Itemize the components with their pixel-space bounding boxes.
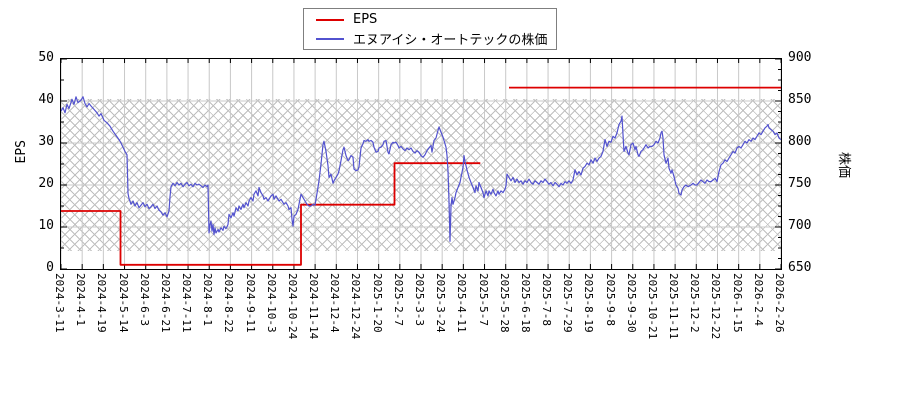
- x-tick-label: 2025-8-19: [582, 273, 596, 333]
- x-tick-label: 2025-4-11: [455, 273, 469, 333]
- x-tick-label: 2024-4-19: [95, 273, 109, 333]
- y-axis-label-left: 50: [38, 50, 54, 65]
- axis-title-right: 株価: [836, 152, 851, 179]
- legend-label: エヌアイシ・オートテックの株価: [353, 33, 548, 48]
- x-tick-label: 2025-12-2: [688, 273, 702, 333]
- x-tick-label: 2025-7-29: [561, 273, 575, 333]
- x-tick-label: 2024-12-24: [349, 273, 363, 340]
- x-tick-label: 2024-10-24: [285, 273, 299, 340]
- legend-item: エヌアイシ・オートテックの株価: [304, 29, 556, 48]
- legend-label: EPS: [353, 12, 378, 27]
- series-stock-price: [61, 96, 781, 242]
- chart-svg: [61, 59, 781, 269]
- x-tick-label: 2024-7-11: [180, 273, 194, 333]
- y-axis-label-left: 30: [38, 134, 54, 149]
- x-tick-label: 2025-7-8: [540, 273, 554, 326]
- x-tick-label: 2024-11-14: [307, 273, 321, 340]
- x-tick-label: 2025-2-7: [391, 273, 405, 326]
- plot-area: [60, 58, 782, 270]
- y-axis-label-left: 0: [46, 260, 54, 275]
- x-tick-label: 2024-12-4: [328, 273, 342, 333]
- x-tick-label: 2025-12-22: [709, 273, 723, 340]
- x-tick-label: 2025-5-7: [476, 273, 490, 326]
- x-tick-label: 2025-1-20: [370, 273, 384, 333]
- x-tick-label: 2025-6-18: [518, 273, 532, 333]
- y-axis-label-right: 800: [788, 134, 812, 149]
- x-tick-label: 2025-3-24: [434, 273, 448, 333]
- legend-line-swatch: [316, 37, 344, 40]
- y-axis-label-left: 40: [38, 92, 54, 107]
- x-tick-label: 2026-2-26: [773, 273, 786, 333]
- x-tick-label: 2024-6-3: [137, 273, 151, 326]
- y-axis-label-left: 20: [38, 176, 54, 191]
- y-axis-label-right: 900: [788, 50, 812, 65]
- x-tick-label: 2024-10-3: [264, 273, 278, 333]
- x-tick-label: 2024-8-1: [201, 273, 215, 326]
- legend-line-swatch: [316, 18, 344, 21]
- y-axis-label-right: 650: [788, 260, 812, 275]
- legend-item: EPS: [304, 10, 556, 29]
- x-tick-label: 2024-4-1: [74, 273, 88, 326]
- x-tick-label: 2025-9-30: [624, 273, 638, 333]
- x-tick-label: 2025-3-3: [413, 273, 426, 326]
- x-tick-label: 2024-6-21: [158, 273, 172, 333]
- series-eps: [61, 162, 481, 266]
- x-tick-label: 2024-3-11: [53, 273, 66, 333]
- x-tick-label: 2025-10-21: [645, 273, 659, 340]
- y-axis-label-right: 700: [788, 218, 812, 233]
- x-tick-label: 2024-8-22: [222, 273, 236, 333]
- y-axis-label-right: 850: [788, 92, 812, 107]
- x-tick-label: 2025-5-28: [497, 273, 511, 333]
- y-axis-label-right: 750: [788, 176, 812, 191]
- x-tick-label: 2026-2-4: [751, 273, 765, 326]
- x-tick-label: 2026-1-15: [730, 273, 744, 333]
- x-tick-label: 2025-11-11: [667, 273, 681, 340]
- legend: EPS エヌアイシ・オートテックの株価: [303, 8, 557, 50]
- x-tick-label: 2025-9-8: [603, 273, 617, 326]
- y-axis-label-left: 10: [38, 218, 54, 233]
- x-tick-label: 2024-9-11: [243, 273, 257, 333]
- x-tick-label: 2024-5-14: [116, 273, 130, 333]
